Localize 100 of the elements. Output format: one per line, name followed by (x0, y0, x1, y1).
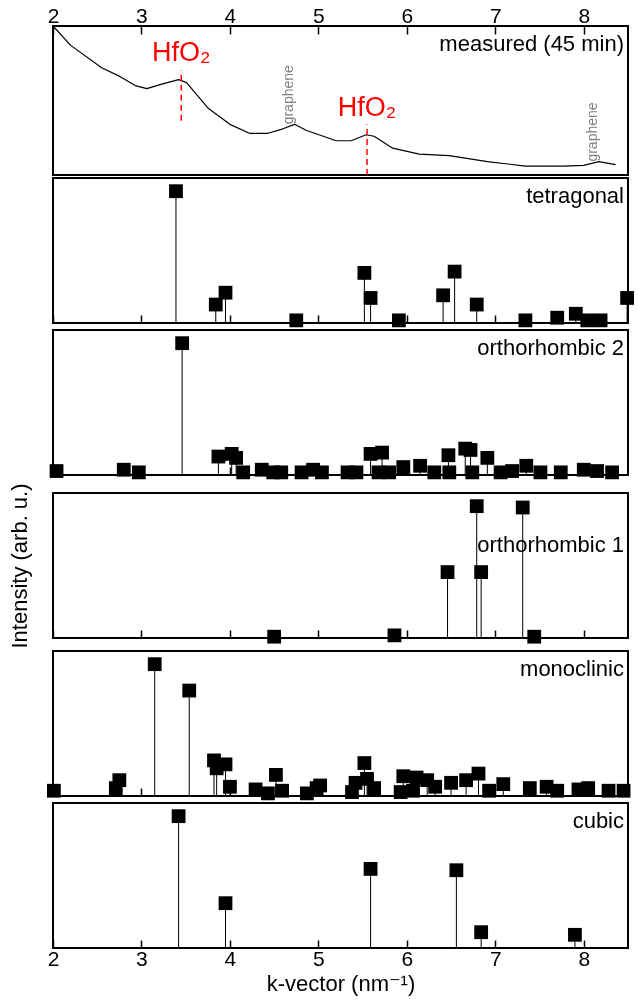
point (387, 628, 402, 643)
point (46, 783, 61, 798)
x-axis-title: k-vector (nm⁻¹) (266, 970, 416, 996)
point (469, 499, 484, 514)
point (550, 310, 565, 325)
x-tick-label: 6 (401, 946, 414, 970)
point (449, 863, 464, 878)
point (218, 757, 233, 772)
point (391, 313, 406, 328)
ref-line-label: HfO₂ (152, 37, 211, 68)
point (580, 313, 595, 328)
point (474, 925, 489, 940)
point (469, 297, 484, 312)
chart-title: measured (45 min) (439, 31, 624, 56)
x-tick-label: 3 (136, 3, 148, 27)
chart-title: orthorhombic 2 (477, 335, 624, 360)
point (357, 756, 372, 770)
point (112, 773, 127, 788)
point (553, 465, 568, 480)
y-axis-title: Intensity (arb. u.) (6, 483, 32, 649)
x-tick-label: 8 (578, 3, 591, 27)
point (581, 781, 596, 795)
ref-line-label: HfO₂ (337, 91, 397, 122)
annotation: graphene (583, 102, 600, 162)
point (169, 184, 183, 199)
point (519, 458, 534, 473)
x-tick-label: 8 (578, 946, 591, 970)
point (116, 462, 131, 477)
point (436, 288, 451, 303)
point (223, 779, 237, 794)
point (357, 266, 372, 280)
point (274, 465, 289, 480)
point (515, 500, 530, 515)
point (131, 465, 146, 480)
point (474, 565, 489, 579)
point (442, 465, 457, 480)
point (616, 783, 631, 798)
point (171, 809, 186, 824)
point (382, 465, 397, 480)
point (465, 465, 480, 480)
point (363, 291, 378, 305)
point (459, 773, 474, 788)
x-tick-label: 3 (136, 946, 148, 970)
x-tick-label: 6 (401, 3, 414, 27)
point (363, 862, 378, 876)
point (505, 464, 520, 478)
point (218, 896, 233, 911)
x-tick-label: 7 (489, 3, 502, 27)
point (406, 783, 420, 798)
point (576, 462, 591, 477)
point (550, 783, 565, 798)
point (396, 460, 411, 474)
point (480, 450, 495, 465)
point (267, 629, 282, 644)
point (496, 777, 511, 792)
point (601, 783, 616, 798)
point (518, 313, 533, 328)
point (182, 683, 197, 698)
chart-title: tetragonal (526, 183, 624, 208)
point (261, 786, 275, 801)
point (218, 285, 233, 300)
point (49, 464, 64, 478)
point (482, 783, 497, 798)
point (444, 775, 458, 790)
x-tick-label: 5 (313, 946, 325, 970)
point (620, 291, 635, 305)
point (315, 465, 329, 480)
x-tick-label: 2 (47, 3, 60, 27)
point (441, 448, 456, 463)
point (396, 769, 411, 784)
x-tick-label: 5 (313, 3, 325, 27)
point (229, 450, 244, 465)
point (289, 313, 304, 328)
chart-title: monoclinic (520, 656, 624, 681)
chart-title: cubic (572, 808, 624, 833)
point (147, 657, 162, 672)
point (447, 264, 462, 279)
point (269, 768, 283, 782)
point (590, 464, 604, 478)
x-tick-label: 7 (489, 946, 502, 970)
point (440, 565, 455, 579)
point (522, 781, 537, 795)
point (349, 465, 364, 480)
point (175, 336, 190, 351)
x-tick-label: 4 (224, 3, 237, 27)
point (427, 465, 442, 480)
point (527, 629, 542, 644)
point (568, 927, 582, 942)
point (533, 465, 548, 480)
point (463, 443, 478, 457)
point (275, 783, 290, 798)
point (375, 445, 389, 460)
x-tick-label: 4 (224, 946, 237, 970)
point (593, 313, 608, 328)
point (208, 297, 223, 312)
point (236, 465, 251, 480)
x-tick-label: 2 (47, 946, 60, 970)
point (313, 778, 328, 793)
point (413, 458, 428, 473)
point (605, 465, 619, 480)
